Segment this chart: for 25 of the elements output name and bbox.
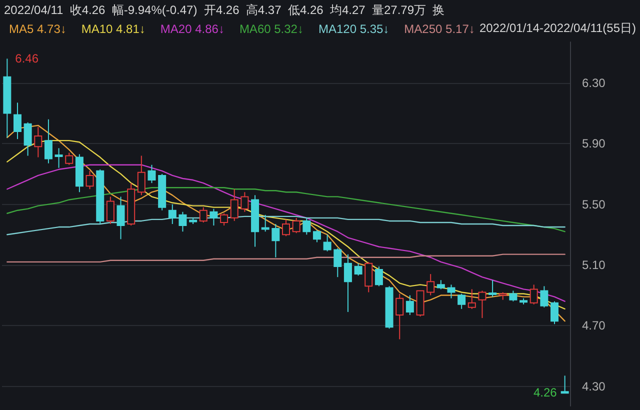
y-tick-label: 5.90 — [582, 136, 606, 151]
candlestick — [3, 58, 12, 138]
candlestick — [34, 126, 42, 158]
y-tick-label: 4.70 — [582, 318, 606, 333]
text: MA120 5.35↓ — [318, 22, 390, 36]
candlestick — [116, 196, 125, 240]
text: 2022/01/14-2022/04/11(55日) — [479, 21, 636, 35]
candlestick — [168, 204, 176, 224]
annotation: 6.46 — [15, 52, 39, 66]
y-tick-label: 6.30 — [582, 76, 606, 90]
candlestick — [478, 290, 486, 319]
candlestick — [54, 148, 63, 168]
y-tick-label: 5.50 — [582, 197, 606, 212]
text: 2022/04/11 收4.26 幅-9.94%(-0.47) 开4.26 高4.37 低4.26 均4.27 量27.79万 换 — [4, 3, 445, 17]
text: MA5 4.73↓ — [9, 22, 66, 36]
candlestick — [75, 154, 84, 193]
candlestick — [344, 254, 352, 312]
text: MA10 4.81↓ — [81, 22, 146, 36]
y-tick-label: 5.10 — [582, 258, 606, 272]
annotation: 4.26 — [533, 385, 558, 400]
text: MA250 5.17↓ — [404, 22, 475, 36]
text: MA20 4.86↓ — [160, 22, 224, 36]
y-tick-label: 4.30 — [582, 379, 606, 394]
candlestick — [13, 102, 22, 140]
text: MA60 5.32↓ — [239, 22, 304, 36]
